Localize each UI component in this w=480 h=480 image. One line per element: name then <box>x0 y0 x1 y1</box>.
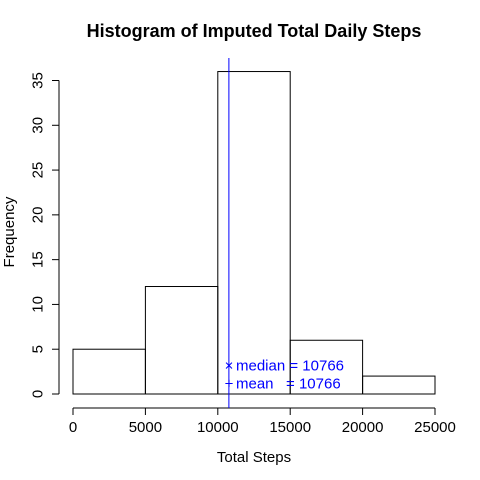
y-axis-label: Frequency <box>1 196 18 267</box>
legend: × median = 10766+ mean = 10766 <box>225 358 344 393</box>
y-tick-label-2: 10 <box>30 296 47 313</box>
histogram-bars <box>72 71 436 395</box>
legend-symbol-1: + <box>225 376 234 393</box>
legend-text-1: mean = 10766 <box>236 376 341 393</box>
chart-title: Histogram of Imputed Total Daily Steps <box>87 21 422 41</box>
y-tick-label-5: 25 <box>30 162 47 179</box>
legend-symbol-0: × <box>225 358 234 375</box>
x-tick-label-4: 20000 <box>342 419 384 436</box>
bar-3 <box>289 339 364 395</box>
bar-1 <box>144 286 219 395</box>
x-axis-label: Total Steps <box>217 449 291 466</box>
y-axis: 0 5 10 15 20 25 30 35 <box>30 72 60 398</box>
x-tick-label-5: 25000 <box>414 419 456 436</box>
legend-text-0: median = 10766 <box>236 358 344 375</box>
x-tick-label-3: 15000 <box>269 419 311 436</box>
x-tick-label-2: 10000 <box>197 419 239 436</box>
x-tick-label-1: 5000 <box>129 419 162 436</box>
y-tick-label-0: 0 <box>30 390 47 398</box>
x-axis: 0 5000 10000 15000 20000 25000 <box>69 407 456 436</box>
y-tick-label-6: 30 <box>30 117 47 134</box>
y-tick-label-3: 15 <box>30 251 47 268</box>
bar-0 <box>72 348 146 395</box>
x-tick-label-0: 0 <box>69 419 77 436</box>
bar-4 <box>362 375 436 395</box>
y-tick-label-1: 5 <box>30 345 47 353</box>
bar-2 <box>217 71 291 395</box>
y-tick-label-7: 35 <box>30 72 47 89</box>
y-tick-label-4: 20 <box>30 207 47 224</box>
